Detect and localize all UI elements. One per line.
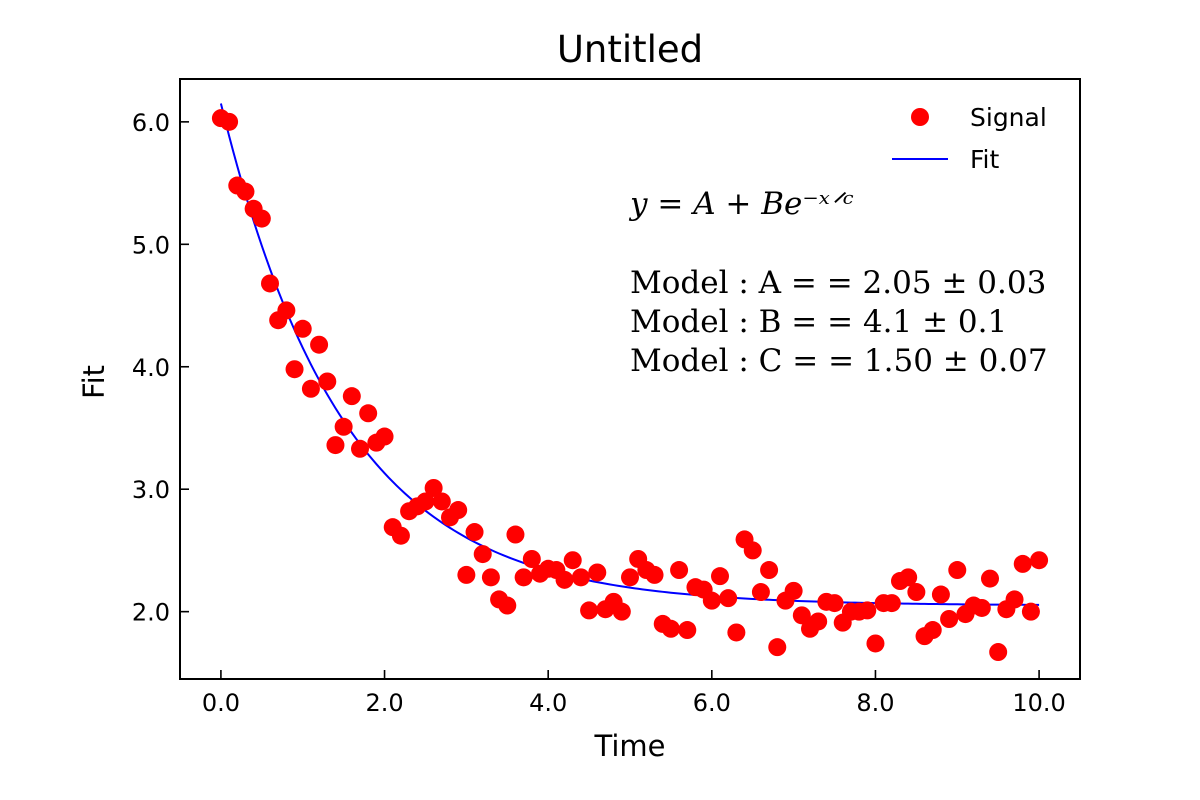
signal-point — [563, 551, 582, 570]
signal-point — [719, 589, 738, 608]
signal-point — [449, 501, 468, 520]
signal-point — [375, 427, 394, 446]
signal-point — [293, 319, 312, 338]
signal-point — [1005, 590, 1024, 609]
signal-point — [940, 610, 959, 628]
x-tick-label: 0.0 — [202, 689, 240, 717]
signal-point — [473, 545, 492, 564]
signal-point — [907, 583, 926, 602]
signal-point — [432, 492, 451, 511]
signal-point — [1030, 551, 1049, 570]
signal-point — [948, 561, 967, 580]
x-tick-label: 4.0 — [529, 689, 567, 717]
x-tick-label: 8.0 — [856, 689, 894, 717]
y-tick-label: 2.0 — [132, 599, 170, 627]
signal-point — [342, 387, 361, 406]
signal-point — [866, 634, 885, 653]
signal-point — [571, 568, 590, 587]
signal-point — [351, 439, 369, 458]
signal-point — [989, 643, 1008, 662]
legend-signal-marker — [911, 108, 929, 126]
signal-point — [882, 594, 901, 613]
signal-point — [727, 623, 746, 642]
signal-point — [809, 612, 828, 631]
signal-point — [612, 602, 631, 621]
signal-point — [514, 568, 533, 587]
legend-signal-label: Signal — [970, 103, 1047, 132]
y-tick-label: 6.0 — [132, 109, 170, 137]
signal-point — [555, 570, 574, 589]
signal-point — [236, 182, 255, 201]
chart-title: Untitled — [557, 28, 703, 71]
x-axis-ticks: 0.0 2.0 4.0 6.0 8.0 10.0 — [202, 670, 1066, 717]
legend-fit-label: Fit — [970, 145, 1000, 174]
signal-point — [931, 585, 950, 604]
signal-point — [661, 619, 680, 638]
signal-point — [424, 478, 443, 497]
signal-point — [743, 541, 762, 560]
x-tick-label: 10.0 — [1012, 689, 1065, 717]
x-axis-label: Time — [594, 729, 666, 763]
y-tick-label: 3.0 — [132, 476, 170, 504]
signal-point — [506, 525, 525, 544]
signal-point — [301, 379, 320, 398]
signal-point — [285, 360, 304, 379]
signal-point — [678, 621, 697, 640]
signal-point — [416, 492, 435, 511]
signal-point — [760, 561, 779, 580]
signal-point — [981, 569, 999, 588]
signal-point — [923, 621, 942, 640]
x-tick-label: 2.0 — [365, 689, 403, 717]
legend: Signal Fit — [892, 103, 1047, 174]
signal-point — [465, 523, 484, 542]
signal-point — [972, 598, 991, 617]
fit-annotation: y = A + Be⁻ˣᐟᶜ Model : A = = 2.05 ± 0.03… — [628, 186, 1048, 379]
signal-point — [481, 568, 500, 587]
y-tick-label: 4.0 — [132, 354, 170, 382]
y-axis-label: Fit — [77, 365, 111, 399]
signal-point — [261, 274, 279, 293]
fit-equation: y = A + Be⁻ˣᐟᶜ — [628, 186, 854, 222]
signal-points — [211, 109, 1049, 662]
signal-point — [768, 638, 787, 657]
signal-point — [334, 417, 353, 436]
signal-point — [645, 565, 664, 584]
fit-param-c: Model : C = = 1.50 ± 0.07 — [630, 343, 1048, 379]
signal-point — [621, 568, 639, 587]
signal-point — [522, 550, 541, 568]
fit-param-b: Model : B = = 4.1 ± 0.1 — [630, 304, 1007, 340]
signal-point — [858, 601, 877, 620]
signal-point — [792, 606, 811, 625]
signal-point — [580, 601, 599, 620]
signal-point — [498, 596, 517, 615]
signal-point — [277, 301, 296, 320]
y-tick-label: 5.0 — [132, 231, 170, 259]
signal-point — [702, 591, 721, 610]
signal-point — [391, 526, 410, 545]
signal-point — [588, 563, 607, 582]
signal-point — [326, 436, 345, 455]
signal-point — [670, 561, 689, 580]
signal-point — [751, 583, 770, 602]
signal-point — [220, 112, 239, 131]
plot-frame — [179, 78, 1081, 680]
signal-point — [711, 567, 729, 586]
plot-area: 0.0 2.0 4.0 6.0 8.0 10.0 2.0 3.0 4.0 5.0 6.0 — [132, 78, 1081, 717]
signal-point — [899, 568, 918, 587]
signal-point — [310, 335, 329, 354]
fit-param-a: Model : A = = 2.05 ± 0.03 — [630, 265, 1046, 301]
signal-point — [252, 209, 271, 228]
signal-point — [1021, 602, 1040, 621]
x-tick-label: 6.0 — [693, 689, 731, 717]
signal-point — [1013, 554, 1032, 573]
signal-point — [457, 565, 476, 584]
signal-point — [825, 594, 844, 613]
signal-point — [359, 404, 378, 423]
signal-point — [784, 581, 803, 600]
y-axis-ticks: 2.0 3.0 4.0 5.0 6.0 — [132, 109, 189, 627]
signal-point — [318, 372, 337, 391]
